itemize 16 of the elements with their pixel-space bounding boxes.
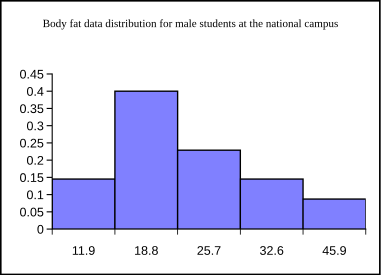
y-tick-label: 0.35 — [20, 104, 44, 114]
y-tick-label: 0.3 — [26, 121, 44, 130]
x-tick-label: 11.9 — [72, 246, 95, 255]
y-tick-label: 0.45 — [20, 70, 44, 79]
y-tick-label: 0.1 — [26, 190, 44, 200]
chart-title: Body fat data distribution for male students at the national campus — [43, 19, 338, 30]
x-tick-label: 25.7 — [197, 246, 221, 255]
y-tick-label: 0.05 — [20, 208, 44, 216]
x-tick-label: 32.6 — [260, 246, 284, 255]
y-tick-label: 0.2 — [26, 156, 44, 165]
x-tick-label: 45.9 — [322, 246, 346, 255]
y-tick-label: 0 — [37, 224, 44, 234]
x-tick-label: 18.8 — [135, 246, 158, 255]
y-tick-label: 0.4 — [26, 87, 44, 96]
y-tick-label: 0.15 — [20, 173, 44, 182]
y-tick-label: 0.25 — [20, 138, 44, 148]
